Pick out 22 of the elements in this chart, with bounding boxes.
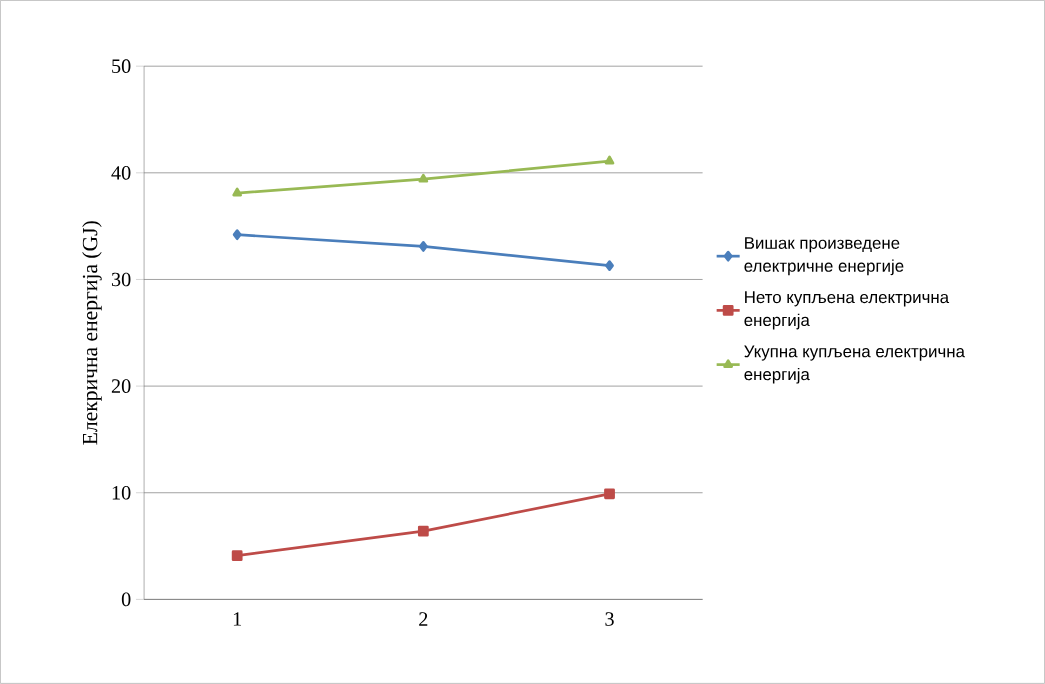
y-tick-label: 50: [112, 59, 131, 74]
point: [232, 229, 242, 241]
x-tick-label: 1: [233, 612, 242, 626]
point: [605, 260, 614, 272]
y-tick-label: 30: [111, 272, 131, 287]
point: [604, 155, 615, 165]
y-tick-label: 0: [121, 592, 131, 607]
y-tick-label: 20: [111, 379, 131, 394]
point: [231, 550, 243, 562]
legend-label: Укупна купљена електрична енергија: [744, 345, 965, 384]
point: [418, 241, 428, 252]
y-tick-label: 40: [111, 166, 131, 180]
y-tick-label: 10: [112, 486, 131, 500]
point: [604, 488, 615, 500]
y-axis-title: Елекрична енергија (GJ): [82, 221, 102, 445]
legend-label: Вишак произведене електричне енергије: [744, 237, 904, 276]
x-tick-label: 2: [419, 612, 428, 626]
point: [418, 173, 429, 183]
point: [232, 187, 243, 197]
point: [417, 525, 429, 537]
x-tick-label: 3: [605, 612, 614, 626]
legend-label: Нето купљена електрична енергија: [744, 291, 950, 330]
